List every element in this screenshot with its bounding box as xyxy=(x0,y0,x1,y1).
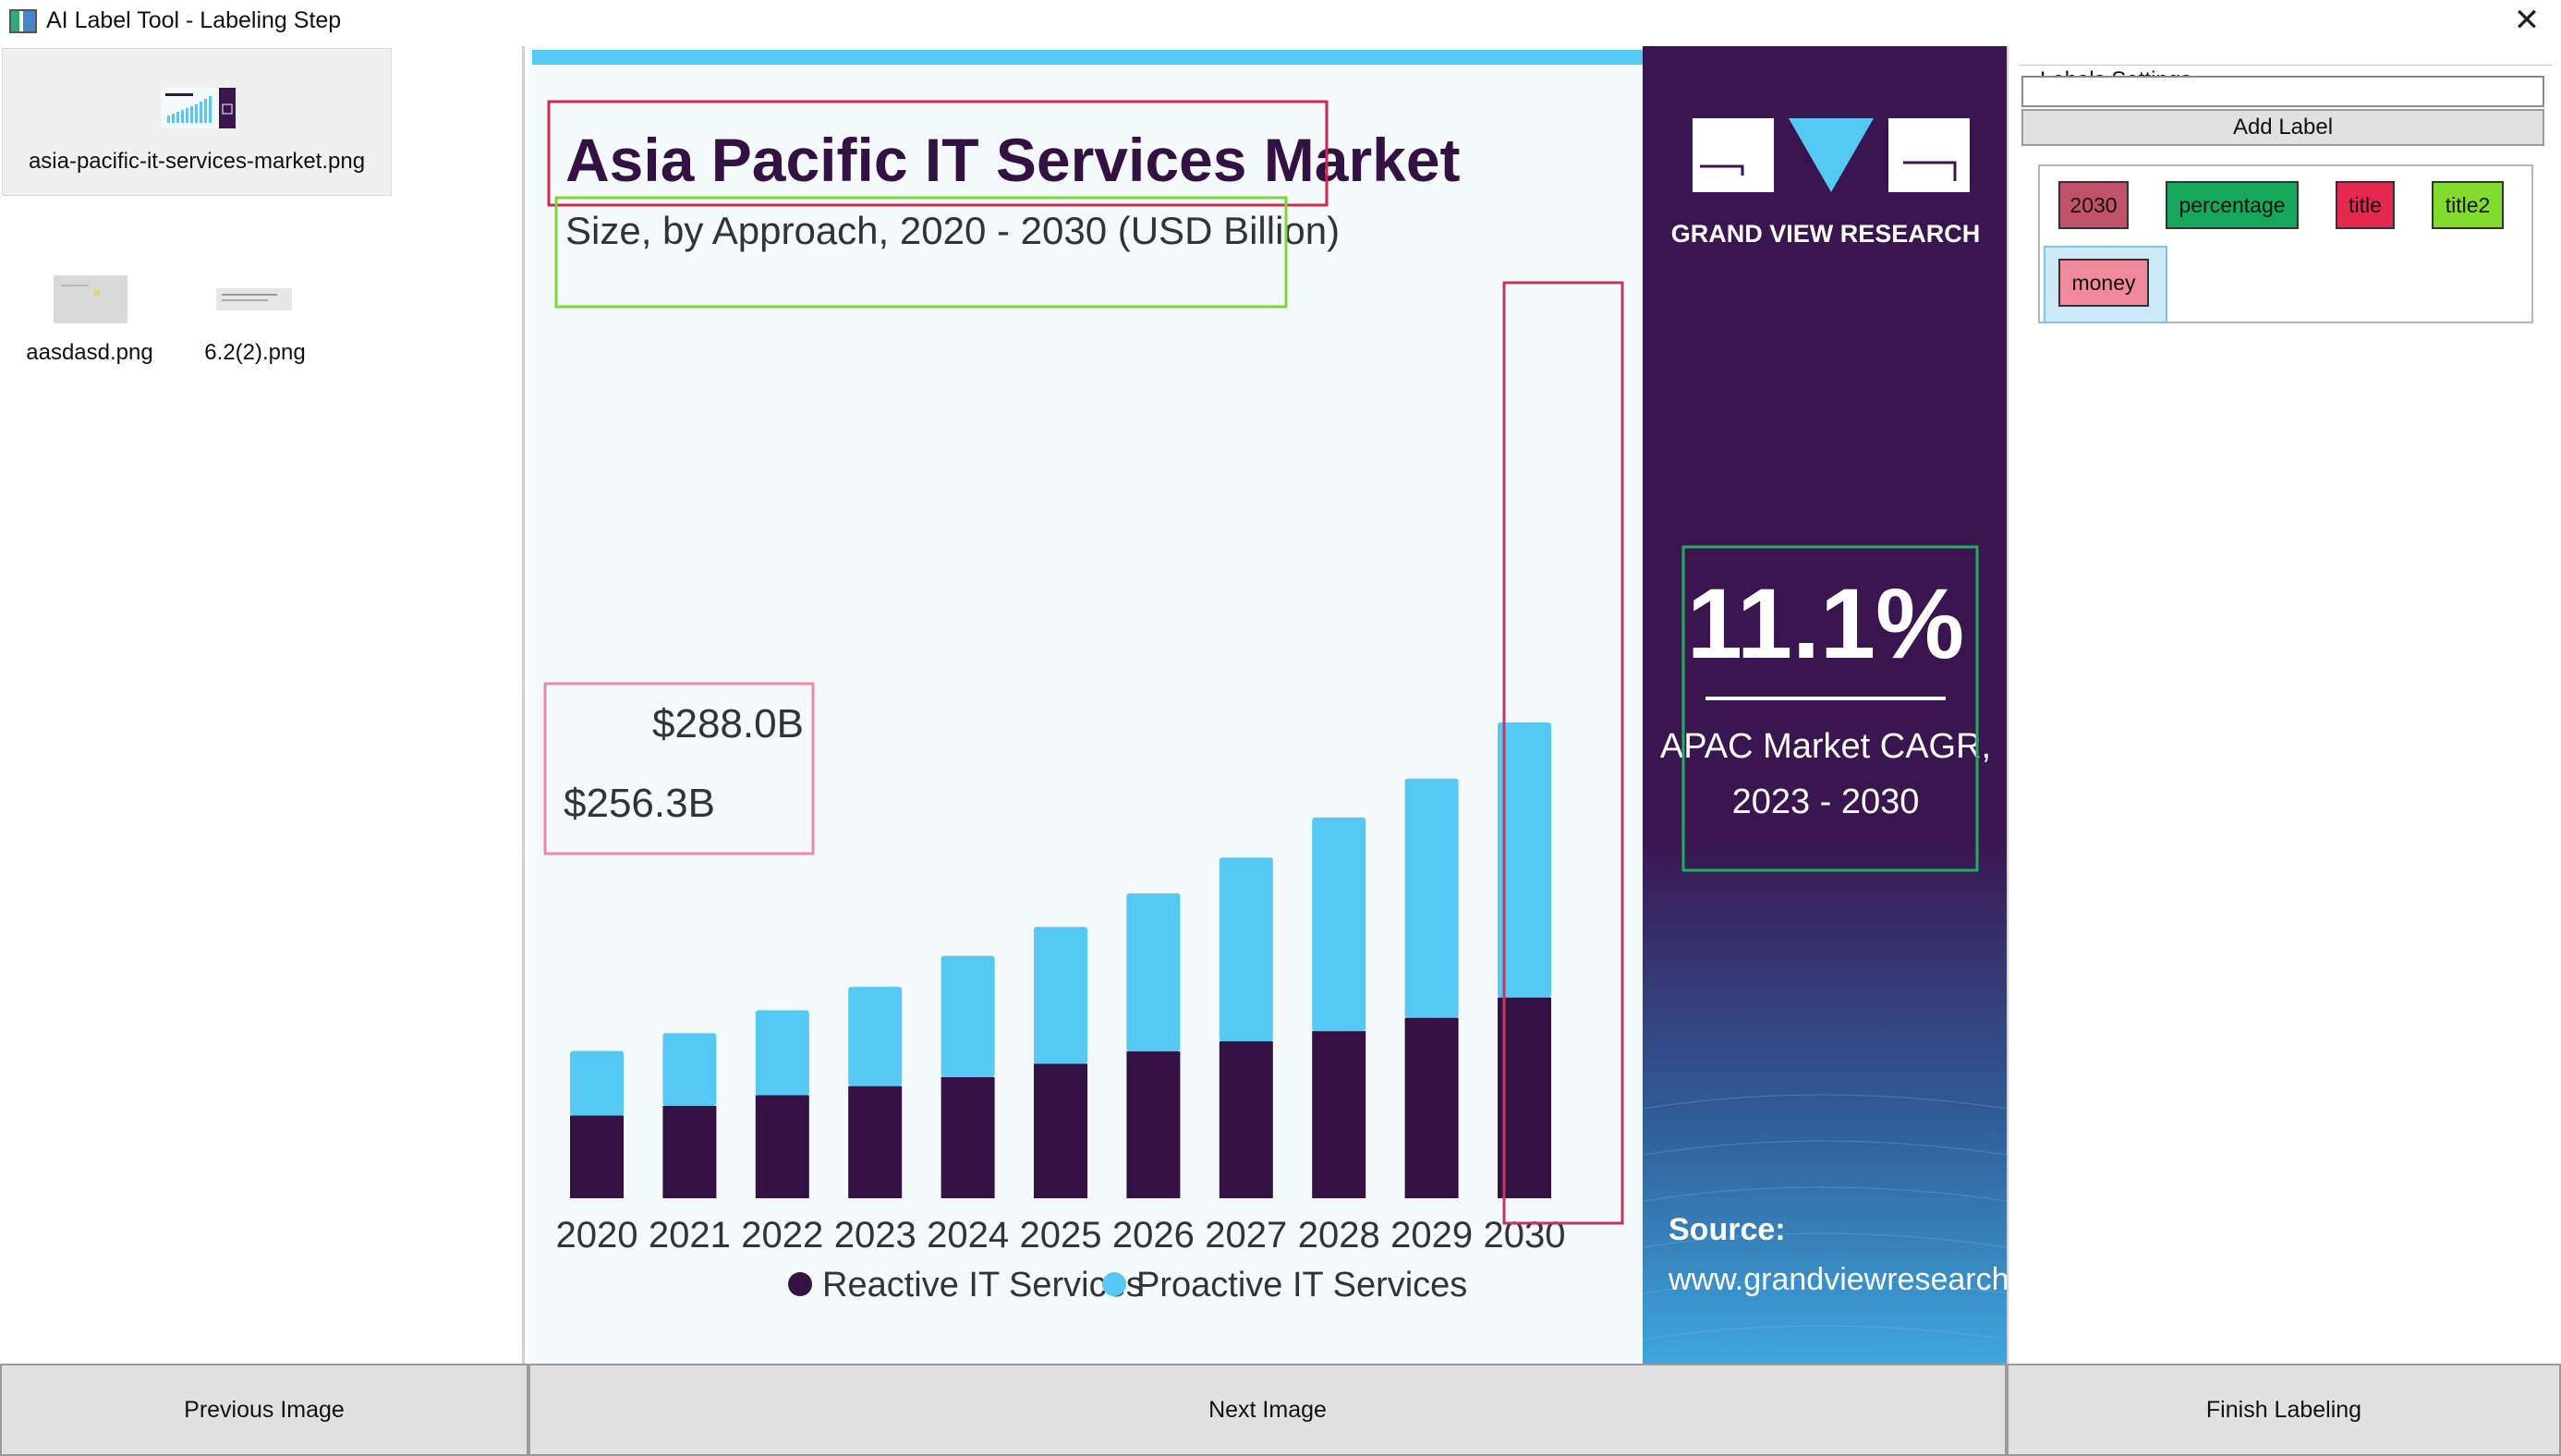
bar-reactive-2030 xyxy=(1498,997,1551,1198)
cagr-label-line1: APAC Market CAGR, xyxy=(1660,727,1991,766)
bar-reactive-2025 xyxy=(1034,1063,1087,1198)
label-chip-money[interactable]: money xyxy=(2058,259,2149,307)
source-url: www.grandviewresearch.com xyxy=(1668,1262,2007,1297)
side-panel xyxy=(1643,46,2007,1364)
x-tick-label: 2024 xyxy=(927,1215,1009,1256)
annotation-boxes xyxy=(543,100,1979,1225)
bar-proactive-2025 xyxy=(1034,927,1087,1064)
chart-top-strip xyxy=(532,50,1643,65)
bar-reactive-2026 xyxy=(1126,1051,1181,1198)
bar-proactive-2023 xyxy=(848,987,903,1086)
side-panel-grid xyxy=(1642,1094,2008,1341)
bar-proactive-2027 xyxy=(1219,857,1273,1042)
annotation-2021: $288.0B xyxy=(652,701,804,746)
label-chip-title2[interactable]: title2 xyxy=(2432,181,2504,229)
annotation-box-money[interactable] xyxy=(543,682,815,855)
x-tick-label: 2029 xyxy=(1390,1215,1473,1256)
annotation-box-percentage[interactable] xyxy=(1681,545,1979,872)
bar-reactive-2029 xyxy=(1404,1017,1459,1198)
bar-reactive-2027 xyxy=(1219,1041,1273,1198)
x-tick-label: 2021 xyxy=(649,1215,731,1256)
bar-proactive-2028 xyxy=(1312,817,1366,1032)
bar-reactive-2022 xyxy=(755,1095,809,1198)
previous-image-button[interactable]: Previous Image xyxy=(0,1364,528,1456)
label-chip-percentage[interactable]: percentage xyxy=(2166,181,2299,229)
brand-logo xyxy=(1693,118,1970,192)
bottom-bar: Previous Image Next Image Finish Labelin… xyxy=(0,1364,2561,1456)
annotation-2020: $256.3B xyxy=(564,781,715,826)
file-thumbnail xyxy=(216,288,292,310)
x-tick-label: 2026 xyxy=(1112,1215,1195,1256)
bar-proactive-2021 xyxy=(662,1033,717,1107)
image-canvas[interactable]: GRAND VIEW RESEARCH 11.1% APAC Market CA… xyxy=(527,46,2077,1364)
bar-reactive-2028 xyxy=(1312,1031,1366,1198)
label-chip-title[interactable]: title xyxy=(2336,181,2395,229)
add-label-button[interactable]: Add Label xyxy=(2021,109,2544,146)
bar-proactive-2020 xyxy=(570,1050,624,1116)
chart-legend: Reactive IT Services Proactive IT Servic… xyxy=(788,1266,1467,1304)
label-chip-2030[interactable]: 2030 xyxy=(2058,181,2129,229)
x-tick-label: 2030 xyxy=(1484,1215,1566,1256)
bar-reactive-2020 xyxy=(570,1115,624,1198)
cagr-label-line2: 2023 - 2030 xyxy=(1732,783,1920,821)
legend-label-reactive: Reactive IT Services xyxy=(822,1266,1144,1304)
bar-proactive-2022 xyxy=(755,1010,809,1096)
bar-proactive-2024 xyxy=(941,955,995,1077)
label-chips: 2030 percentage title title2 money xyxy=(2038,164,2533,323)
legend-label-proactive: Proactive IT Services xyxy=(1136,1266,1467,1304)
x-tick-label: 2025 xyxy=(1020,1215,1102,1256)
file-name: asia-pacific-it-services-market.png xyxy=(28,149,366,174)
source-label: Source: xyxy=(1669,1212,1786,1247)
next-image-button[interactable]: Next Image xyxy=(528,1364,2007,1456)
chart-image: GRAND VIEW RESEARCH 11.1% APAC Market CA… xyxy=(528,46,2077,1364)
chart-subtitle: Size, by Approach, 2020 - 2030 (USD Bill… xyxy=(565,209,1340,252)
app-icon xyxy=(9,9,37,33)
cagr-divider xyxy=(1705,697,1946,700)
bar-reactive-2021 xyxy=(662,1106,717,1198)
window-titlebar: AI Label Tool - Labeling Step ✕ xyxy=(0,0,2561,46)
file-name: aasdasd.png xyxy=(26,340,153,365)
bar-proactive-2026 xyxy=(1126,892,1181,1052)
finish-labeling-button[interactable]: Finish Labeling xyxy=(2007,1364,2561,1456)
file-name: 6.2(2).png xyxy=(204,340,306,365)
file-item-aasdasd[interactable]: aasdasd.png xyxy=(2,227,177,373)
file-list: asia-pacific-it-services-market.png aasd… xyxy=(0,46,525,1364)
file-item-asia-pacific[interactable]: asia-pacific-it-services-market.png xyxy=(2,48,392,196)
x-tick-label: 2027 xyxy=(1205,1215,1287,1256)
close-button[interactable]: ✕ xyxy=(2513,3,2541,38)
window-title: AI Label Tool - Labeling Step xyxy=(46,7,342,33)
file-item-6-2-2[interactable]: 6.2(2).png xyxy=(181,227,329,373)
bar-proactive-2029 xyxy=(1404,778,1459,1018)
annotation-box-2030[interactable] xyxy=(1502,281,1624,1225)
chart-title: Asia Pacific IT Services Market xyxy=(565,126,1461,194)
bar-reactive-2024 xyxy=(941,1076,995,1198)
x-axis-ticks: 2020 2021 2022 2023 2024 2025 2026 2027 2028 2029… xyxy=(556,1215,1566,1256)
annotation-box-title2[interactable] xyxy=(554,196,1288,309)
chart-bars xyxy=(570,722,1551,1198)
annotation-box-title[interactable] xyxy=(547,100,1329,207)
labels-settings-panel: Labels Settings Add Label 2030 percentag… xyxy=(2007,46,2561,1364)
label-name-input[interactable] xyxy=(2021,76,2544,107)
x-tick-label: 2022 xyxy=(741,1215,823,1256)
brand-name: GRAND VIEW RESEARCH xyxy=(1671,220,1981,248)
x-tick-label: 2028 xyxy=(1298,1215,1380,1256)
bar-proactive-2030 xyxy=(1498,722,1551,998)
x-tick-label: 2020 xyxy=(556,1215,638,1256)
file-thumbnail xyxy=(162,88,236,128)
cagr-value: 11.1% xyxy=(1687,567,1964,679)
x-tick-label: 2023 xyxy=(834,1215,916,1256)
file-thumbnail xyxy=(54,275,127,323)
bar-reactive-2023 xyxy=(848,1086,903,1198)
legend-swatch-reactive xyxy=(788,1272,812,1296)
legend-swatch-proactive xyxy=(1102,1272,1126,1296)
